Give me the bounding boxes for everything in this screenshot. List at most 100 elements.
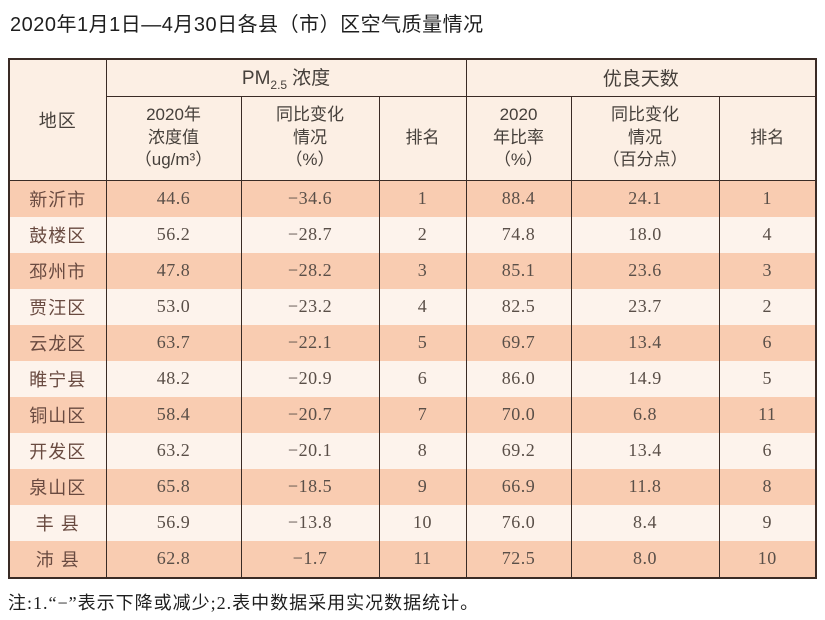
cell-pm-value: 63.7: [105, 324, 242, 361]
table-body: 新沂市 44.6 −34.6 1 88.4 24.1 1 鼓楼区 56.2 −2…: [8, 180, 817, 578]
table-row: 泉山区 65.8 −18.5 9 66.9 11.8 8: [8, 468, 817, 505]
cell-pm-rank: 8: [378, 432, 467, 469]
group-header-row: 地区 PM2.5 浓度 优良天数: [8, 59, 817, 181]
cell-pm-change: −20.9: [240, 360, 380, 397]
table-row: 云龙区 63.7 −22.1 5 69.7 13.4 6: [8, 324, 817, 361]
cell-pm-rank: 3: [378, 252, 467, 289]
cell-good-change: 8.4: [570, 504, 720, 541]
cell-region: 泉山区: [8, 468, 107, 505]
page-title: 2020年1月1日—4月30日各县（市）区空气质量情况: [10, 14, 484, 36]
cell-good-rank: 9: [718, 504, 817, 541]
cell-pm-rank: 1: [378, 180, 467, 217]
cell-good-rank: 10: [718, 540, 817, 578]
cell-pm-change: −18.5: [240, 468, 380, 505]
cell-pm-rank: 7: [378, 396, 467, 433]
cell-pm-change: −22.1: [240, 324, 380, 361]
column-header-pm-rank: 排名: [378, 96, 467, 181]
cell-good-rate: 76.0: [465, 504, 572, 541]
cell-region: 邳州市: [8, 252, 107, 289]
cell-pm-value: 63.2: [105, 432, 242, 469]
cell-pm-rank: 4: [378, 288, 467, 325]
pm25-label-suffix: 浓度: [292, 68, 331, 90]
cell-good-change: 23.7: [570, 288, 720, 325]
cell-good-rate: 86.0: [465, 360, 572, 397]
cell-pm-rank: 5: [378, 324, 467, 361]
cell-pm-value: 65.8: [105, 468, 242, 505]
cell-region: 鼓楼区: [8, 216, 107, 253]
cell-pm-value: 48.2: [105, 360, 242, 397]
cell-region: 开发区: [8, 432, 107, 469]
column-header-region: 地区: [8, 59, 107, 181]
table-row: 开发区 63.2 −20.1 8 69.2 13.4 6: [8, 432, 817, 469]
cell-pm-rank: 10: [378, 504, 467, 541]
cell-pm-change: −34.6: [240, 180, 380, 217]
table-row: 铜山区 58.4 −20.7 7 70.0 6.8 11: [8, 396, 817, 433]
cell-region: 铜山区: [8, 396, 107, 433]
cell-pm-change: −20.1: [240, 432, 380, 469]
cell-good-change: 8.0: [570, 540, 720, 578]
cell-good-rank: 11: [718, 396, 817, 433]
column-group-pm25: PM2.5 浓度: [105, 59, 467, 97]
cell-good-rank: 1: [718, 180, 817, 217]
cell-good-rank: 6: [718, 432, 817, 469]
cell-good-change: 23.6: [570, 252, 720, 289]
cell-good-change: 13.4: [570, 324, 720, 361]
cell-pm-value: 58.4: [105, 396, 242, 433]
cell-pm-change: −1.7: [240, 540, 380, 578]
table-row: 睢宁县 48.2 −20.9 6 86.0 14.9 5: [8, 360, 817, 397]
cell-pm-change: −28.7: [240, 216, 380, 253]
table-row: 新沂市 44.6 −34.6 1 88.4 24.1 1: [8, 180, 817, 217]
cell-region: 睢宁县: [8, 360, 107, 397]
cell-region: 沛 县: [8, 540, 107, 578]
cell-pm-value: 56.2: [105, 216, 242, 253]
cell-good-change: 11.8: [570, 468, 720, 505]
cell-good-rank: 6: [718, 324, 817, 361]
cell-region: 贾汪区: [8, 288, 107, 325]
cell-pm-change: −13.8: [240, 504, 380, 541]
column-header-pm-value: 2020年 浓度值 （ug/m³）: [105, 96, 242, 181]
cell-good-change: 6.8: [570, 396, 720, 433]
cell-pm-rank: 9: [378, 468, 467, 505]
cell-pm-value: 62.8: [105, 540, 242, 578]
cell-good-rate: 82.5: [465, 288, 572, 325]
cell-pm-value: 56.9: [105, 504, 242, 541]
cell-good-rank: 5: [718, 360, 817, 397]
cell-pm-rank: 11: [378, 540, 467, 578]
cell-good-rate: 85.1: [465, 252, 572, 289]
table-header: 地区 PM2.5 浓度 优良天数 2020年 浓度值 （ug/m³） 同比变化 情…: [8, 59, 817, 181]
cell-good-rate: 88.4: [465, 180, 572, 217]
sub-header-row: 2020年 浓度值 （ug/m³） 同比变化 情况 （%） 排名 2020 年比…: [9, 96, 817, 181]
table-row: 丰 县 56.9 −13.8 10 76.0 8.4 9: [8, 504, 817, 541]
cell-good-rate: 69.7: [465, 324, 572, 361]
column-header-good-rank: 排名: [718, 96, 817, 181]
column-header-pm-change: 同比变化 情况 （%）: [240, 96, 380, 181]
cell-good-rank: 2: [718, 288, 817, 325]
cell-region: 丰 县: [8, 504, 107, 541]
table-row: 沛 县 62.8 −1.7 11 72.5 8.0 10: [8, 540, 817, 578]
cell-pm-rank: 6: [378, 360, 467, 397]
column-header-good-rate: 2020 年比率 （%）: [465, 96, 572, 181]
cell-good-rank: 8: [718, 468, 817, 505]
cell-good-change: 14.9: [570, 360, 720, 397]
cell-pm-change: −28.2: [240, 252, 380, 289]
column-group-good-days: 优良天数: [465, 59, 817, 97]
cell-pm-change: −23.2: [240, 288, 380, 325]
pm25-label-subscript: 2.5: [270, 78, 288, 93]
cell-good-rank: 3: [718, 252, 817, 289]
cell-good-rate: 69.2: [465, 432, 572, 469]
cell-good-change: 18.0: [570, 216, 720, 253]
cell-pm-change: −20.7: [240, 396, 380, 433]
cell-region: 新沂市: [8, 180, 107, 217]
pm25-label-prefix: PM: [241, 68, 271, 90]
cell-good-rate: 72.5: [465, 540, 572, 578]
cell-pm-value: 53.0: [105, 288, 242, 325]
column-header-good-change: 同比变化 情况 （百分点）: [570, 96, 720, 181]
cell-pm-rank: 2: [378, 216, 467, 253]
air-quality-table: 地区 PM2.5 浓度 优良天数 2020年 浓度值 （ug/m³） 同比变化 情…: [8, 58, 818, 579]
cell-good-rate: 74.8: [465, 216, 572, 253]
cell-pm-value: 47.8: [105, 252, 242, 289]
cell-good-rate: 66.9: [465, 468, 572, 505]
cell-good-rate: 70.0: [465, 396, 572, 433]
cell-good-rank: 4: [718, 216, 817, 253]
table-row: 贾汪区 53.0 −23.2 4 82.5 23.7 2: [8, 288, 817, 325]
